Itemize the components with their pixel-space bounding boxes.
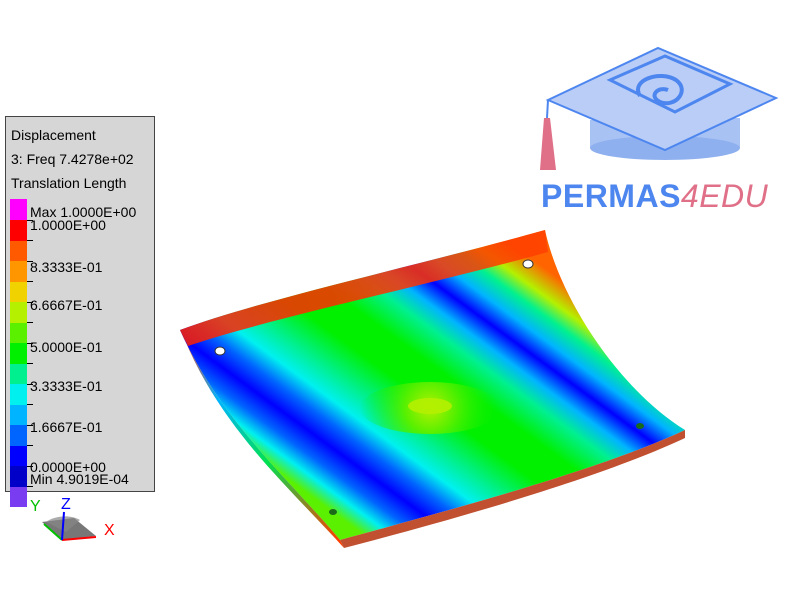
legend-tick [27,486,33,487]
legend-max-label: Max 1.0000E+00 [30,204,137,220]
legend-swatch [10,322,27,343]
legend-quantity: Translation Length [11,175,127,191]
deformed-plate[interactable] [180,230,685,548]
legend-value-2: 6.6667E-01 [30,297,103,313]
logo-text-part1: PERMAS [541,178,681,214]
axis-x-label: X [104,522,115,539]
legend-tick [27,260,33,262]
legend-tick [27,445,33,446]
axis-z-label: Z [61,496,71,513]
legend-swatch [10,199,27,220]
legend-value-6: 0.0000E+00 [30,459,106,475]
axis-y-label: Y [30,498,41,515]
axis-triad [42,511,97,541]
legend-tick [27,240,33,241]
legend-tick [27,281,33,282]
legend-swatch [10,383,27,405]
permas4edu-logo-icon [540,46,779,170]
legend-swatch [10,465,27,487]
legend-value-1: 8.3333E-01 [30,259,103,275]
legend-swatch [10,260,27,282]
legend-min-label: Min 4.9019E-04 [30,471,129,487]
legend-swatch [10,486,27,507]
legend-swatch [10,445,27,466]
legend-title: Displacement [11,127,96,143]
hole-marker [522,259,534,269]
logo-text-part2: 4EDU [680,178,769,214]
legend-value-3: 5.0000E-01 [30,339,103,355]
legend-tick [27,363,33,364]
color-legend: Displacement 3: Freq 7.4278e+02 Translat… [5,116,155,507]
hole-marker [636,423,644,429]
hole-marker [214,346,226,356]
legend-swatch [10,363,27,384]
permas4edu-logo-text: PERMAS4EDU [541,178,768,215]
legend-tick [27,383,33,385]
legend-tick [27,465,33,467]
legend-swatch [10,342,27,364]
legend-tick [27,219,33,221]
legend-swatch [10,240,27,261]
legend-value-0: 1.0000E+00 [30,217,106,233]
legend-value-5: 1.6667E-01 [30,419,103,435]
legend-swatch [10,301,27,323]
legend-tick [27,342,33,344]
legend-value-4: 3.3333E-01 [30,378,103,394]
legend-swatch [10,281,27,302]
legend-tick [27,404,33,405]
legend-swatch [10,424,27,446]
hole-marker [329,509,337,515]
legend-tick [27,424,33,426]
legend-mode: 3: Freq 7.4278e+02 [11,151,134,167]
legend-tick [27,301,33,303]
legend-swatch [10,404,27,425]
legend-swatch [10,219,27,241]
legend-tick [27,322,33,323]
